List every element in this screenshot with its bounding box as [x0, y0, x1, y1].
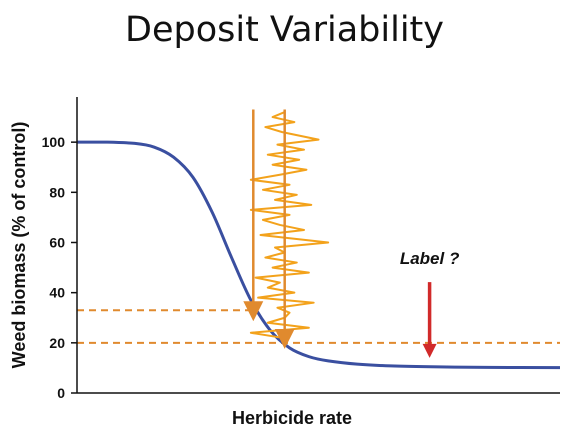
- dose-response-line: [76, 140, 561, 370]
- page-title: Deposit Variability: [125, 10, 444, 50]
- x-axis-title: Herbicide rate: [232, 408, 352, 428]
- y-tick-label: 0: [57, 385, 65, 401]
- label-annotation: Label ?: [400, 249, 460, 268]
- y-tick-label: 100: [42, 134, 66, 150]
- y-axis-title: Weed biomass (% of control): [9, 122, 29, 369]
- label-arrow-head: [422, 343, 437, 358]
- y-tick-label: 20: [49, 335, 65, 351]
- y-tick-label: 40: [49, 285, 65, 301]
- y-tick-label: 80: [49, 184, 65, 200]
- y-tick-label: 60: [49, 234, 65, 250]
- deposit-variability-trace: [249, 111, 330, 344]
